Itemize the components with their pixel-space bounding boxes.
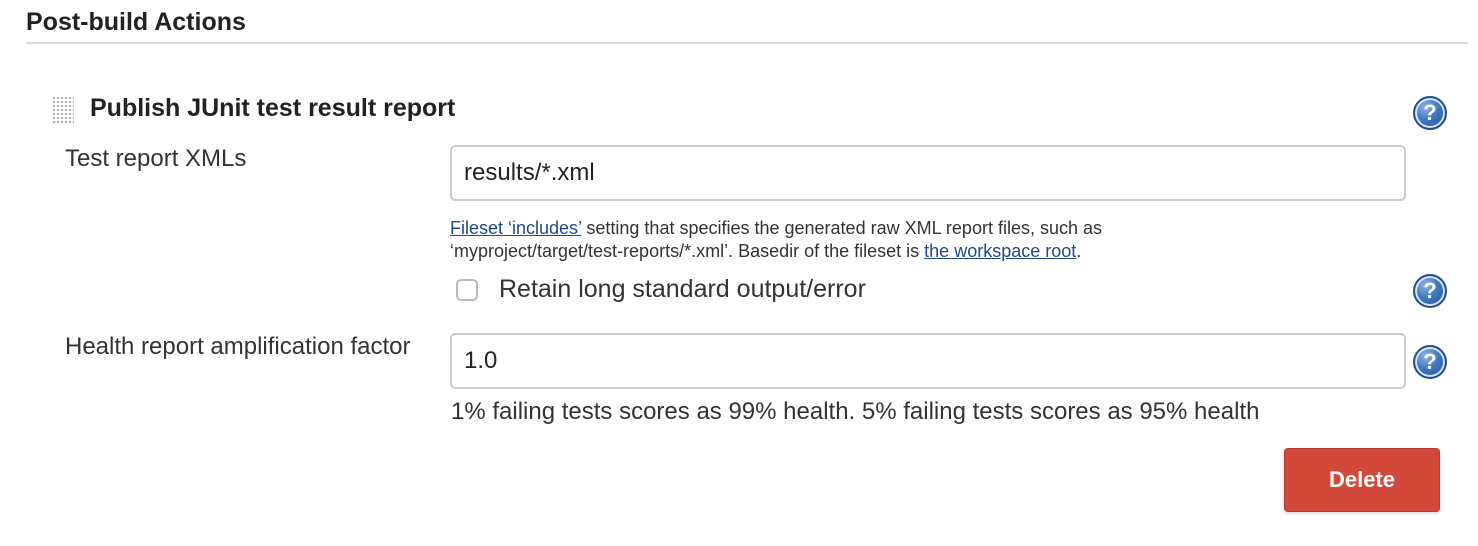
test-report-label: Test report XMLs — [65, 145, 247, 172]
delete-button[interactable]: Delete — [1284, 448, 1440, 512]
test-report-description-line2: ‘myproject/target/test-reports/*.xml’. B… — [450, 240, 1081, 263]
test-report-input[interactable] — [450, 145, 1406, 201]
fileset-includes-link[interactable]: Fileset ‘includes’ — [450, 218, 582, 238]
retain-output-label[interactable]: Retain long standard output/error — [499, 275, 866, 303]
health-factor-help-icon[interactable]: ? — [1413, 345, 1447, 379]
section-title: Post-build Actions — [26, 8, 246, 36]
description-text-1: setting that specifies the generated raw… — [581, 218, 1102, 238]
retain-output-checkbox[interactable] — [456, 279, 478, 301]
description-text-2: ‘myproject/target/test-reports/*.xml’. B… — [450, 241, 925, 261]
workspace-root-link[interactable]: the workspace root — [924, 241, 1077, 261]
health-factor-label: Health report amplification factor — [65, 333, 411, 360]
test-report-description: Fileset ‘includes’ setting that specifie… — [450, 217, 1102, 240]
description-text-3: . — [1076, 241, 1082, 261]
step-help-icon[interactable]: ? — [1413, 96, 1447, 130]
retain-output-help-icon[interactable]: ? — [1413, 274, 1447, 308]
step-title: Publish JUnit test result report — [90, 94, 456, 122]
health-factor-description: 1% failing tests scores as 99% health. 5… — [451, 398, 1260, 425]
section-header: Post-build Actions — [26, 6, 1468, 44]
health-factor-input[interactable] — [450, 333, 1406, 389]
drag-handle-icon[interactable] — [52, 96, 74, 124]
